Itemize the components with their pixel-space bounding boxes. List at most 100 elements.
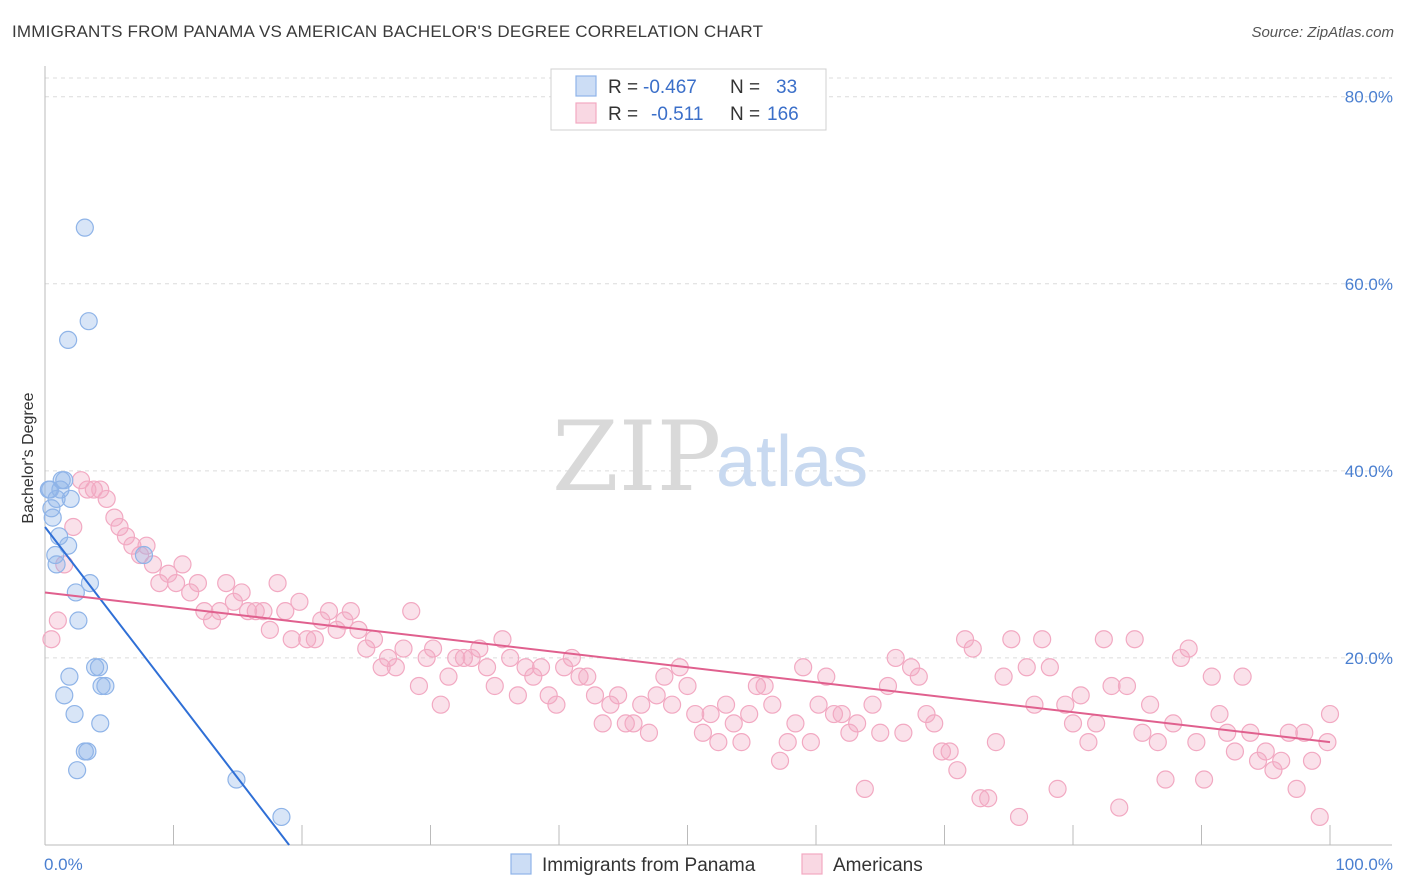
point-americans: [986, 733, 1006, 752]
point-panama: [91, 714, 110, 733]
gridlines: [45, 77, 1392, 659]
point-americans: [341, 602, 360, 621]
point-panama: [65, 704, 84, 724]
point-americans: [562, 648, 581, 668]
point-americans: [863, 695, 882, 714]
point-panama: [68, 761, 87, 780]
point-americans: [755, 676, 774, 696]
point-panama: [78, 742, 97, 761]
point-americans: [1218, 723, 1237, 742]
point-panama: [55, 686, 74, 705]
point-americans: [963, 639, 982, 658]
point-panama: [42, 499, 61, 518]
point-americans: [1302, 751, 1322, 770]
point-americans: [601, 695, 620, 714]
trendlines: [44, 526, 1331, 846]
point-americans: [417, 648, 436, 668]
point-americans: [1233, 667, 1252, 686]
point-americans: [166, 573, 186, 593]
point-panama: [96, 676, 115, 696]
point-americans: [1225, 742, 1245, 761]
point-americans: [655, 667, 674, 686]
y-tick-labels: 20.0% 40.0% 60.0% 80.0%: [1345, 88, 1393, 668]
point-americans: [372, 658, 391, 677]
point-americans: [747, 676, 766, 696]
point-americans: [423, 639, 443, 658]
legend-n-value: 166: [767, 104, 799, 125]
point-americans: [1148, 733, 1167, 752]
point-americans: [925, 714, 944, 733]
point-americans: [477, 658, 497, 677]
point-americans: [709, 733, 728, 752]
point-americans: [305, 630, 324, 649]
point-panama: [47, 489, 66, 509]
point-americans: [224, 592, 243, 611]
axes: [44, 66, 1392, 846]
point-americans: [116, 527, 136, 546]
data-points: [39, 218, 1340, 827]
point-americans: [1063, 714, 1083, 733]
legend-r-value: -0.511: [651, 104, 703, 125]
point-americans: [1156, 770, 1175, 789]
point-americans: [901, 658, 921, 677]
point-americans: [1310, 807, 1329, 827]
point-americans: [531, 658, 551, 677]
point-panama: [89, 658, 109, 677]
point-americans: [578, 667, 597, 686]
point-americans: [770, 751, 790, 770]
point-americans: [1179, 639, 1198, 658]
point-americans: [886, 648, 905, 668]
point-americans: [932, 742, 952, 761]
point-americans: [817, 667, 836, 686]
point-americans: [335, 611, 354, 630]
point-americans: [268, 573, 287, 593]
point-americans: [447, 648, 466, 668]
point-americans: [840, 723, 859, 742]
legend-swatch-panama: [575, 75, 597, 97]
point-americans: [1256, 742, 1275, 761]
point-americans: [516, 658, 535, 677]
point-americans: [809, 695, 828, 714]
point-americans: [1210, 704, 1229, 724]
y-tick-label: 20.0%: [1345, 649, 1393, 668]
point-americans: [1040, 658, 1059, 677]
legend-n-label: N =: [730, 77, 760, 98]
point-americans: [501, 648, 520, 668]
point-americans: [260, 620, 279, 639]
point-americans: [188, 573, 208, 593]
x-tick-labels: 0.0% 100.0%: [44, 855, 1393, 874]
point-panama: [86, 658, 105, 677]
legend-r-value: -0.467: [643, 77, 697, 98]
point-americans: [64, 517, 83, 537]
point-americans: [394, 639, 413, 658]
point-americans: [364, 630, 384, 649]
point-americans: [1187, 733, 1206, 752]
point-panama: [59, 330, 78, 350]
point-panama: [227, 770, 246, 789]
point-americans: [955, 630, 975, 649]
point-americans: [763, 695, 782, 714]
point-americans: [1102, 676, 1121, 696]
point-americans: [871, 723, 890, 742]
point-americans: [48, 611, 67, 630]
point-americans: [232, 583, 251, 602]
trendline-panama: [44, 526, 290, 846]
point-americans: [539, 686, 558, 705]
point-americans: [570, 667, 589, 686]
point-americans: [585, 686, 605, 705]
point-americans: [462, 648, 481, 668]
point-americans: [693, 723, 713, 742]
point-americans: [716, 695, 736, 714]
point-americans: [909, 667, 928, 686]
point-americans: [701, 704, 720, 724]
point-americans: [794, 658, 813, 677]
point-americans: [1048, 779, 1067, 798]
point-americans: [724, 714, 743, 733]
point-americans: [632, 695, 651, 714]
point-americans: [848, 714, 867, 733]
point-americans: [824, 704, 844, 724]
point-americans: [493, 630, 512, 649]
point-americans: [485, 676, 504, 696]
point-americans: [130, 545, 150, 565]
point-americans: [1033, 630, 1052, 649]
